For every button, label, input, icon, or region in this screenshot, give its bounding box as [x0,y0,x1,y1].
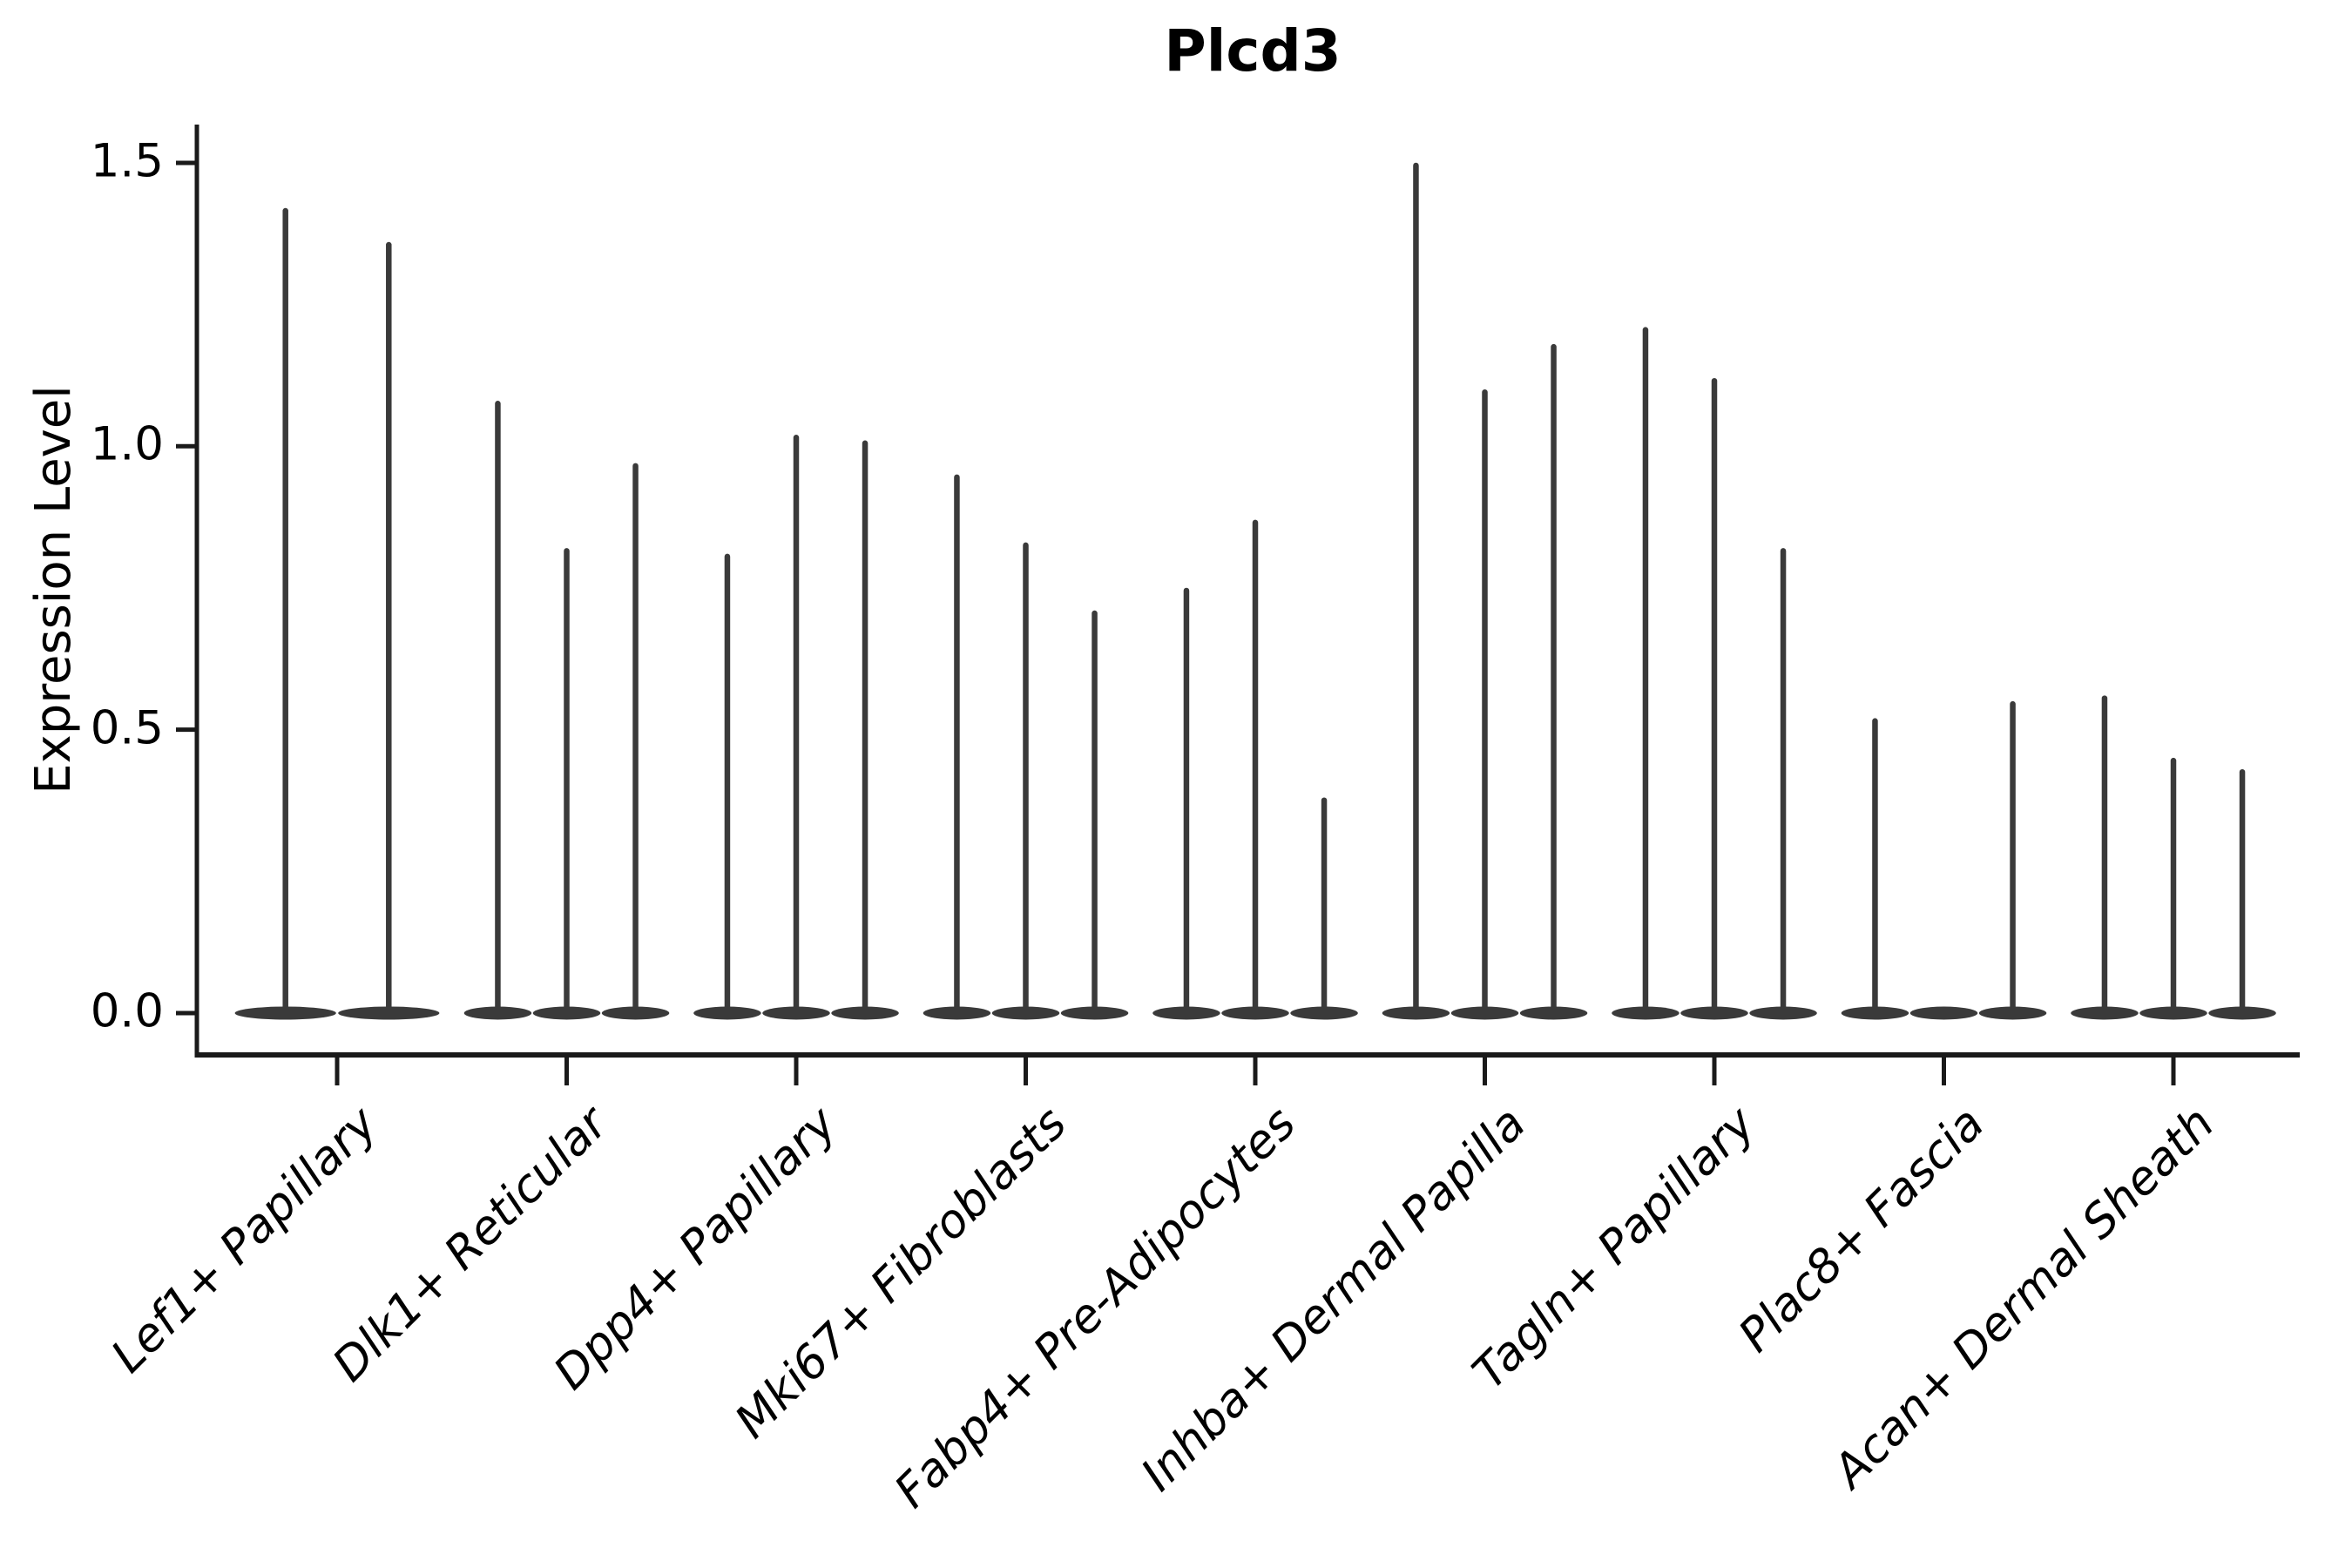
chart-title: Plcd3 [1164,17,1342,84]
violin-base [1909,1006,1978,1020]
y-tick-label: 1.0 [90,417,164,471]
y-tick-label: 0.5 [90,701,164,755]
y-axis-label: Expression Level [25,385,82,794]
y-tick-label: 1.5 [90,134,164,188]
y-tick-label: 0.0 [90,984,164,1038]
